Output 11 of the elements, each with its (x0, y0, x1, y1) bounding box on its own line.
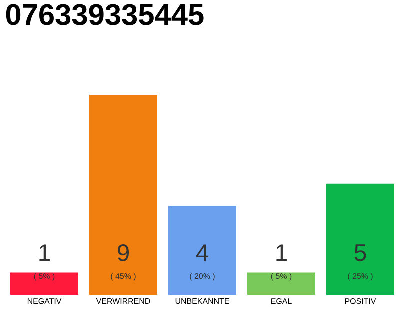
data-label: 1 (276, 244, 287, 262)
bar (10, 272, 78, 295)
bar (168, 206, 236, 295)
bar (90, 95, 158, 295)
data-label: 9 (118, 244, 130, 262)
data-label: 1 (40, 244, 50, 262)
data-label: 5 (354, 244, 366, 262)
bar (248, 272, 316, 295)
data-label: 4 (196, 244, 208, 262)
chart-title: 076339335445 (6, 4, 204, 26)
bar (326, 184, 394, 295)
